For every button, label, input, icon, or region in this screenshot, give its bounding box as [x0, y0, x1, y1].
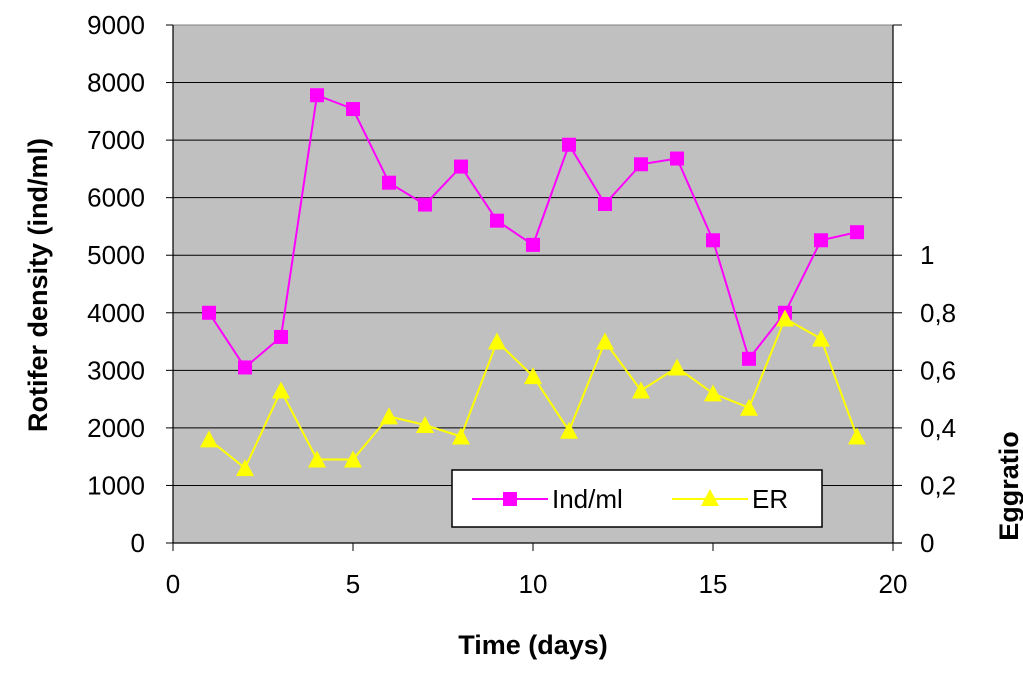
x-tick-label: 15 [699, 569, 728, 599]
legend-label-ind: Ind/ml [552, 484, 623, 514]
y2-tick-label: 0,4 [920, 413, 956, 443]
y-tick-label: 3000 [87, 355, 145, 385]
data-point-square [454, 159, 468, 174]
data-point-square [346, 102, 360, 117]
legend: Ind/ml ER [451, 469, 823, 528]
y2-tick-label: 1 [920, 240, 934, 270]
data-point-square [562, 137, 576, 152]
data-point-square [814, 233, 828, 248]
data-point-triangle [848, 427, 866, 445]
data-point-square [310, 88, 324, 103]
y-tick-label: 9000 [87, 10, 145, 40]
legend-marker-ind [503, 492, 517, 506]
data-point-triangle [560, 421, 578, 439]
y-tick-label: 1000 [87, 470, 145, 500]
data-point-square [598, 196, 612, 211]
y-tick-label: 6000 [87, 183, 145, 213]
data-point-triangle [596, 332, 614, 350]
plot-area [172, 24, 894, 544]
data-point-square [526, 237, 540, 252]
data-point-triangle [812, 329, 830, 347]
data-point-triangle [488, 332, 506, 350]
x-tick-label: 5 [346, 569, 360, 599]
y-axis-title: Rotifer density (ind/ml) [23, 138, 53, 432]
y-tick-label: 4000 [87, 298, 145, 328]
left-axis-ticks: 0 1000 2000 3000 4000 5000 6000 7000 8000 9000 [87, 10, 173, 558]
data-point-square [850, 225, 864, 240]
data-point-square [202, 305, 216, 320]
data-point-square [742, 351, 756, 366]
data-point-triangle [380, 407, 398, 425]
data-point-square [706, 233, 720, 248]
right-axis-ticks: 0 0,2 0,4 0,6 0,8 1 [893, 24, 956, 558]
x-tick-label: 0 [166, 569, 180, 599]
y2-tick-label: 0,8 [920, 298, 956, 328]
data-point-square [382, 175, 396, 190]
series-layer [200, 88, 866, 477]
legend-label-er: ER [752, 484, 788, 514]
axes [172, 25, 902, 544]
y2-axis-title: Eggratio [994, 431, 1023, 541]
data-point-square [490, 213, 504, 228]
x-axis-ticks: 0 5 10 15 20 [166, 543, 908, 599]
data-point-triangle [452, 427, 470, 445]
data-point-triangle [272, 381, 290, 399]
y-tick-label: 5000 [87, 240, 145, 270]
data-point-square [670, 151, 684, 166]
data-point-square [238, 360, 252, 375]
data-point-triangle [308, 450, 326, 468]
y2-tick-label: 0,2 [920, 470, 956, 500]
y-tick-label: 8000 [87, 68, 145, 98]
y-tick-label: 0 [131, 528, 145, 558]
data-point-triangle [776, 309, 794, 327]
data-point-triangle [200, 430, 218, 448]
x-tick-label: 20 [879, 569, 908, 599]
y-tick-label: 2000 [87, 413, 145, 443]
legend-marker-er [701, 489, 719, 506]
y-tick-label: 7000 [87, 125, 145, 155]
data-point-triangle [344, 450, 362, 468]
data-point-triangle [416, 416, 434, 434]
y2-tick-label: 0 [920, 528, 934, 558]
x-axis-title: Time (days) [458, 630, 608, 660]
data-point-square [634, 157, 648, 172]
data-point-triangle [668, 358, 686, 376]
data-point-triangle [524, 367, 542, 385]
x-tick-label: 10 [519, 569, 548, 599]
data-point-square [274, 329, 288, 344]
data-point-triangle [704, 384, 722, 402]
y2-tick-label: 0,6 [920, 355, 956, 385]
data-point-triangle [632, 381, 650, 399]
data-point-square [418, 197, 432, 212]
data-point-triangle [740, 398, 758, 416]
data-point-triangle [236, 459, 254, 477]
